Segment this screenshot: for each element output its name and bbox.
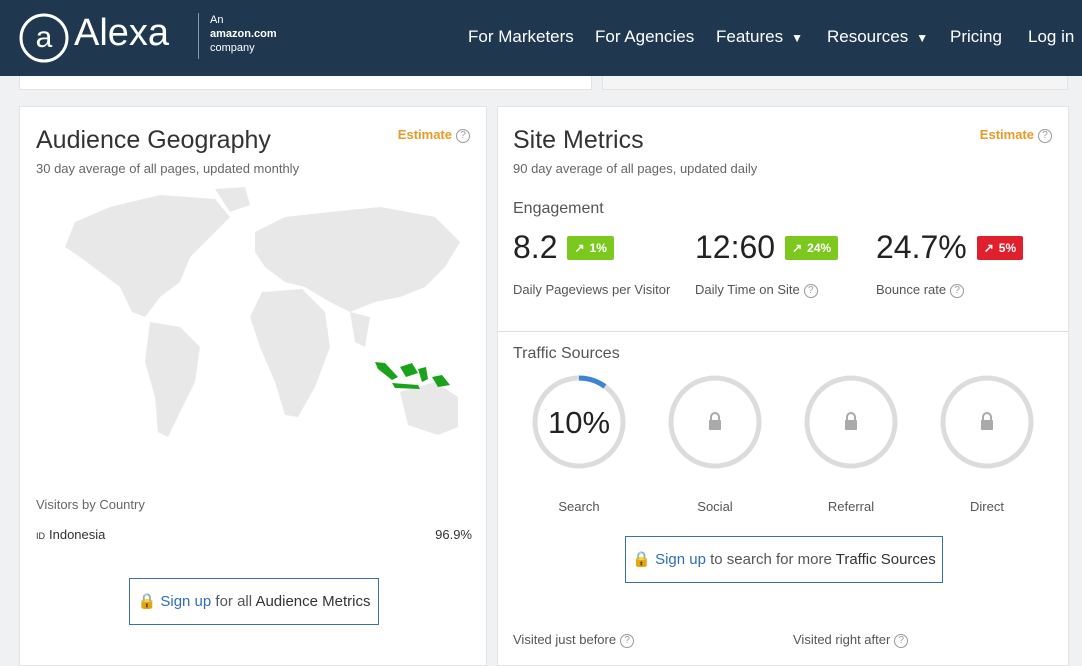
- subtitle: 90 day average of all pages, updated dai…: [513, 161, 758, 176]
- traffic-rings: 10% Search Social Referral Direct: [532, 375, 1034, 514]
- geography-card: Audience Geography Estimate? 30 day aver…: [19, 106, 487, 666]
- signup-link[interactable]: Sign up: [655, 551, 706, 568]
- signup-strong: Audience Metrics: [255, 593, 371, 610]
- metric-label: Daily Pageviews per Visitor: [513, 282, 670, 297]
- visited-text: Visited right after: [793, 632, 891, 647]
- signup-button[interactable]: 🔒 Sign up to search for more Traffic Sou…: [625, 536, 943, 583]
- metric-value: 24.7% ↗ 5%: [876, 229, 1024, 266]
- trend-arrow: ↗: [574, 241, 585, 255]
- nav-link-text: Features: [716, 27, 784, 46]
- nav-link-text: Resources: [827, 27, 909, 46]
- trend-text: 1%: [589, 241, 607, 255]
- metric-label: Bounce rate?: [876, 282, 965, 298]
- nav-link[interactable]: Resources ▼: [827, 27, 928, 47]
- nav-link[interactable]: Pricing: [950, 27, 1002, 47]
- nav-link[interactable]: Features ▼: [716, 27, 803, 47]
- lock-body: [981, 420, 993, 430]
- lock-body: [845, 420, 857, 430]
- country-row: ID Indonesia 96.9%: [36, 527, 472, 542]
- nav-link-text: Pricing: [950, 27, 1002, 46]
- tagline-text: company: [210, 42, 255, 54]
- ring: [668, 375, 762, 469]
- header: a Alexa An amazon.com company For Market…: [0, 0, 1082, 76]
- help-icon: ?: [803, 284, 818, 298]
- metric-label: Daily Time on Site?: [695, 282, 818, 298]
- section-title: Engagement: [513, 200, 604, 217]
- nav-link[interactable]: For Agencies: [595, 27, 694, 47]
- trend-badge: ↗ 1%: [567, 236, 614, 260]
- estimate[interactable]: Estimate?: [980, 127, 1052, 143]
- trend-badge: ↗ 24%: [785, 236, 839, 260]
- nav-link[interactable]: For Marketers: [468, 27, 574, 47]
- metric-value: 8.2 ↗ 1%: [513, 229, 614, 266]
- metrics-card: Site Metrics Estimate? 90 day average of…: [497, 106, 1069, 666]
- trend-badge: ↗ 5%: [976, 236, 1024, 260]
- visited: Visited just before?: [513, 632, 635, 648]
- svg-text:a: a: [36, 21, 53, 54]
- section-title: Traffic Sources: [513, 345, 620, 362]
- trend-text: 24%: [807, 241, 832, 255]
- tagline-text: An: [210, 14, 224, 26]
- metric-number: 24.7%: [876, 229, 967, 265]
- ring-label: Direct: [970, 499, 1004, 514]
- subtitle: 30 day average of all pages, updated mon…: [36, 161, 300, 176]
- logo-icon: a: [19, 13, 69, 63]
- country-name: Indonesia: [49, 527, 106, 542]
- visited: Visited right after?: [793, 632, 909, 648]
- card-title: Audience Geography: [36, 126, 271, 154]
- estimate-text: Estimate: [979, 127, 1034, 142]
- ring: [940, 375, 1034, 469]
- visited-text: Visited just before: [513, 632, 617, 647]
- country-code: ID: [36, 531, 45, 541]
- nav-link-text: Log in: [1028, 27, 1075, 46]
- nav-link[interactable]: Log in: [1028, 27, 1074, 47]
- metric-label-text: Daily Time on Site: [695, 282, 800, 297]
- caret: ▼: [916, 31, 929, 45]
- separator: [498, 331, 1068, 332]
- help-icon: ?: [950, 284, 965, 298]
- signup-button[interactable]: 🔒 Sign up for all Audience Metrics: [129, 578, 379, 625]
- lock-shackle: [846, 412, 856, 420]
- nav-link-text: For Marketers: [468, 27, 574, 46]
- trend-arrow: ↗: [983, 241, 994, 255]
- nav-link-text: For Agencies: [595, 27, 695, 46]
- lock-shackle: [982, 412, 992, 420]
- metric-value: 12:60 ↗ 24%: [695, 229, 839, 266]
- ring: [804, 375, 898, 469]
- ring-label: Social: [697, 499, 733, 514]
- metric-number: 8.2: [513, 229, 558, 265]
- caret: ▼: [791, 31, 803, 45]
- ring-label: Search: [558, 499, 599, 514]
- trend-arrow: ↗: [792, 241, 803, 255]
- logo[interactable]: Alexa: [74, 12, 170, 54]
- signup-text: to search for more: [710, 551, 832, 568]
- world-map: [65, 187, 460, 437]
- ring-label: Referral: [828, 499, 874, 514]
- metric-label-text: Daily Pageviews per Visitor: [513, 282, 671, 297]
- card-title: Site Metrics: [513, 126, 644, 154]
- trend-text: 5%: [998, 241, 1017, 255]
- section-label: Visitors by Country: [36, 497, 145, 512]
- estimate[interactable]: Estimate?: [398, 127, 470, 143]
- estimate-text: Estimate: [397, 127, 452, 142]
- signup-strong: Traffic Sources: [835, 551, 936, 568]
- metric-label-text: Bounce rate: [876, 282, 947, 297]
- ring-arc: [532, 375, 626, 469]
- signup-text: for all: [215, 593, 253, 610]
- metric-number: 12:60: [695, 229, 776, 265]
- lock-shackle: [710, 412, 720, 420]
- divider: [198, 13, 199, 59]
- tagline-text: amazon.com: [210, 28, 277, 40]
- lock-body: [709, 420, 721, 430]
- country-share: 96.9%: [435, 527, 472, 542]
- signup-link[interactable]: Sign up: [160, 593, 212, 610]
- tagline: An amazon.com company: [210, 13, 277, 55]
- ring-value: 10%: [548, 405, 610, 440]
